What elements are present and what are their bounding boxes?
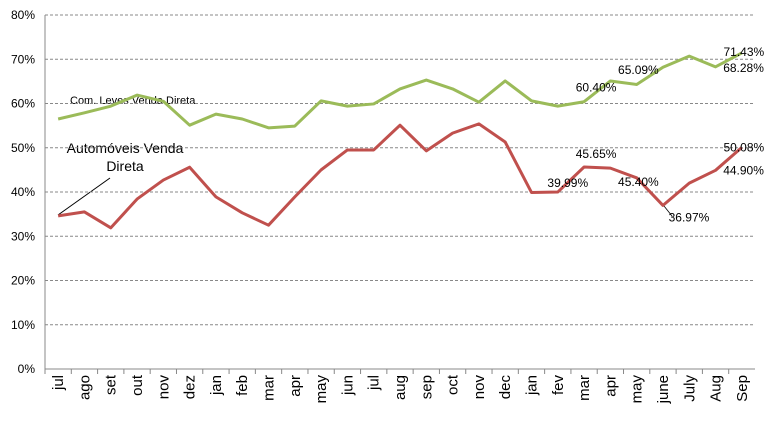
series-line xyxy=(57,122,743,230)
x-tick-label: june xyxy=(655,375,672,404)
x-tick-label: may xyxy=(313,375,330,404)
x-tick-label: Aug xyxy=(708,375,725,402)
x-tick-label: out xyxy=(129,374,146,396)
x-tick-label: jan xyxy=(208,375,225,396)
x-tick-label: aug xyxy=(392,375,409,400)
x-tick-label: jul xyxy=(366,375,383,391)
x-tick-label: apr xyxy=(602,375,619,397)
leader-line xyxy=(663,205,673,217)
x-tick-label: mar xyxy=(576,375,593,401)
series-line xyxy=(57,51,743,130)
x-tick-label: nov xyxy=(155,375,172,400)
data-label: 44.90% xyxy=(723,163,764,177)
data-label: 39.99% xyxy=(547,176,588,190)
y-tick-label: 40% xyxy=(11,185,35,199)
x-tick-label: July xyxy=(681,375,698,402)
x-tick-label: dez xyxy=(182,375,199,399)
x-tick-label: jun xyxy=(339,375,356,396)
x-tick-label: fev xyxy=(550,375,567,396)
x-tick-label: oct xyxy=(445,374,462,395)
x-tick-label: Sep xyxy=(734,375,751,402)
data-label: 68.28% xyxy=(723,61,764,75)
y-tick-label: 10% xyxy=(11,318,35,332)
x-tick-label: feb xyxy=(234,375,251,396)
x-tick-label: jul xyxy=(50,375,67,391)
y-tick-label: 50% xyxy=(11,141,35,155)
annotation-arrow xyxy=(57,177,111,216)
series-annotation: Automóveis Venda Direta xyxy=(67,140,184,174)
y-tick-label: 30% xyxy=(11,229,35,243)
x-tick-label: sep xyxy=(418,375,435,399)
x-tick-label: may xyxy=(629,375,646,404)
x-tick-label: nov xyxy=(471,375,488,400)
data-label: 36.97% xyxy=(669,210,710,224)
data-label: 65.09% xyxy=(618,63,659,77)
data-label: 45.65% xyxy=(576,147,617,161)
y-tick-label: 60% xyxy=(11,97,35,111)
x-tick-label: dec xyxy=(497,375,514,400)
x-tick-label: set xyxy=(103,374,120,395)
x-tick-label: jan xyxy=(523,375,540,396)
x-tick-label: apr xyxy=(287,375,304,397)
x-tick-label: mar xyxy=(261,375,278,401)
y-tick-label: 70% xyxy=(11,52,35,66)
y-tick-label: 20% xyxy=(11,274,35,288)
data-label: 45.40% xyxy=(618,175,659,189)
data-label: 60.40% xyxy=(576,81,617,95)
y-tick-label: 80% xyxy=(11,8,35,22)
data-label: 50.08% xyxy=(724,140,765,154)
x-tick-label: ago xyxy=(76,375,93,400)
data-label: 71.43% xyxy=(724,45,765,59)
y-tick-label: 0% xyxy=(18,362,36,376)
